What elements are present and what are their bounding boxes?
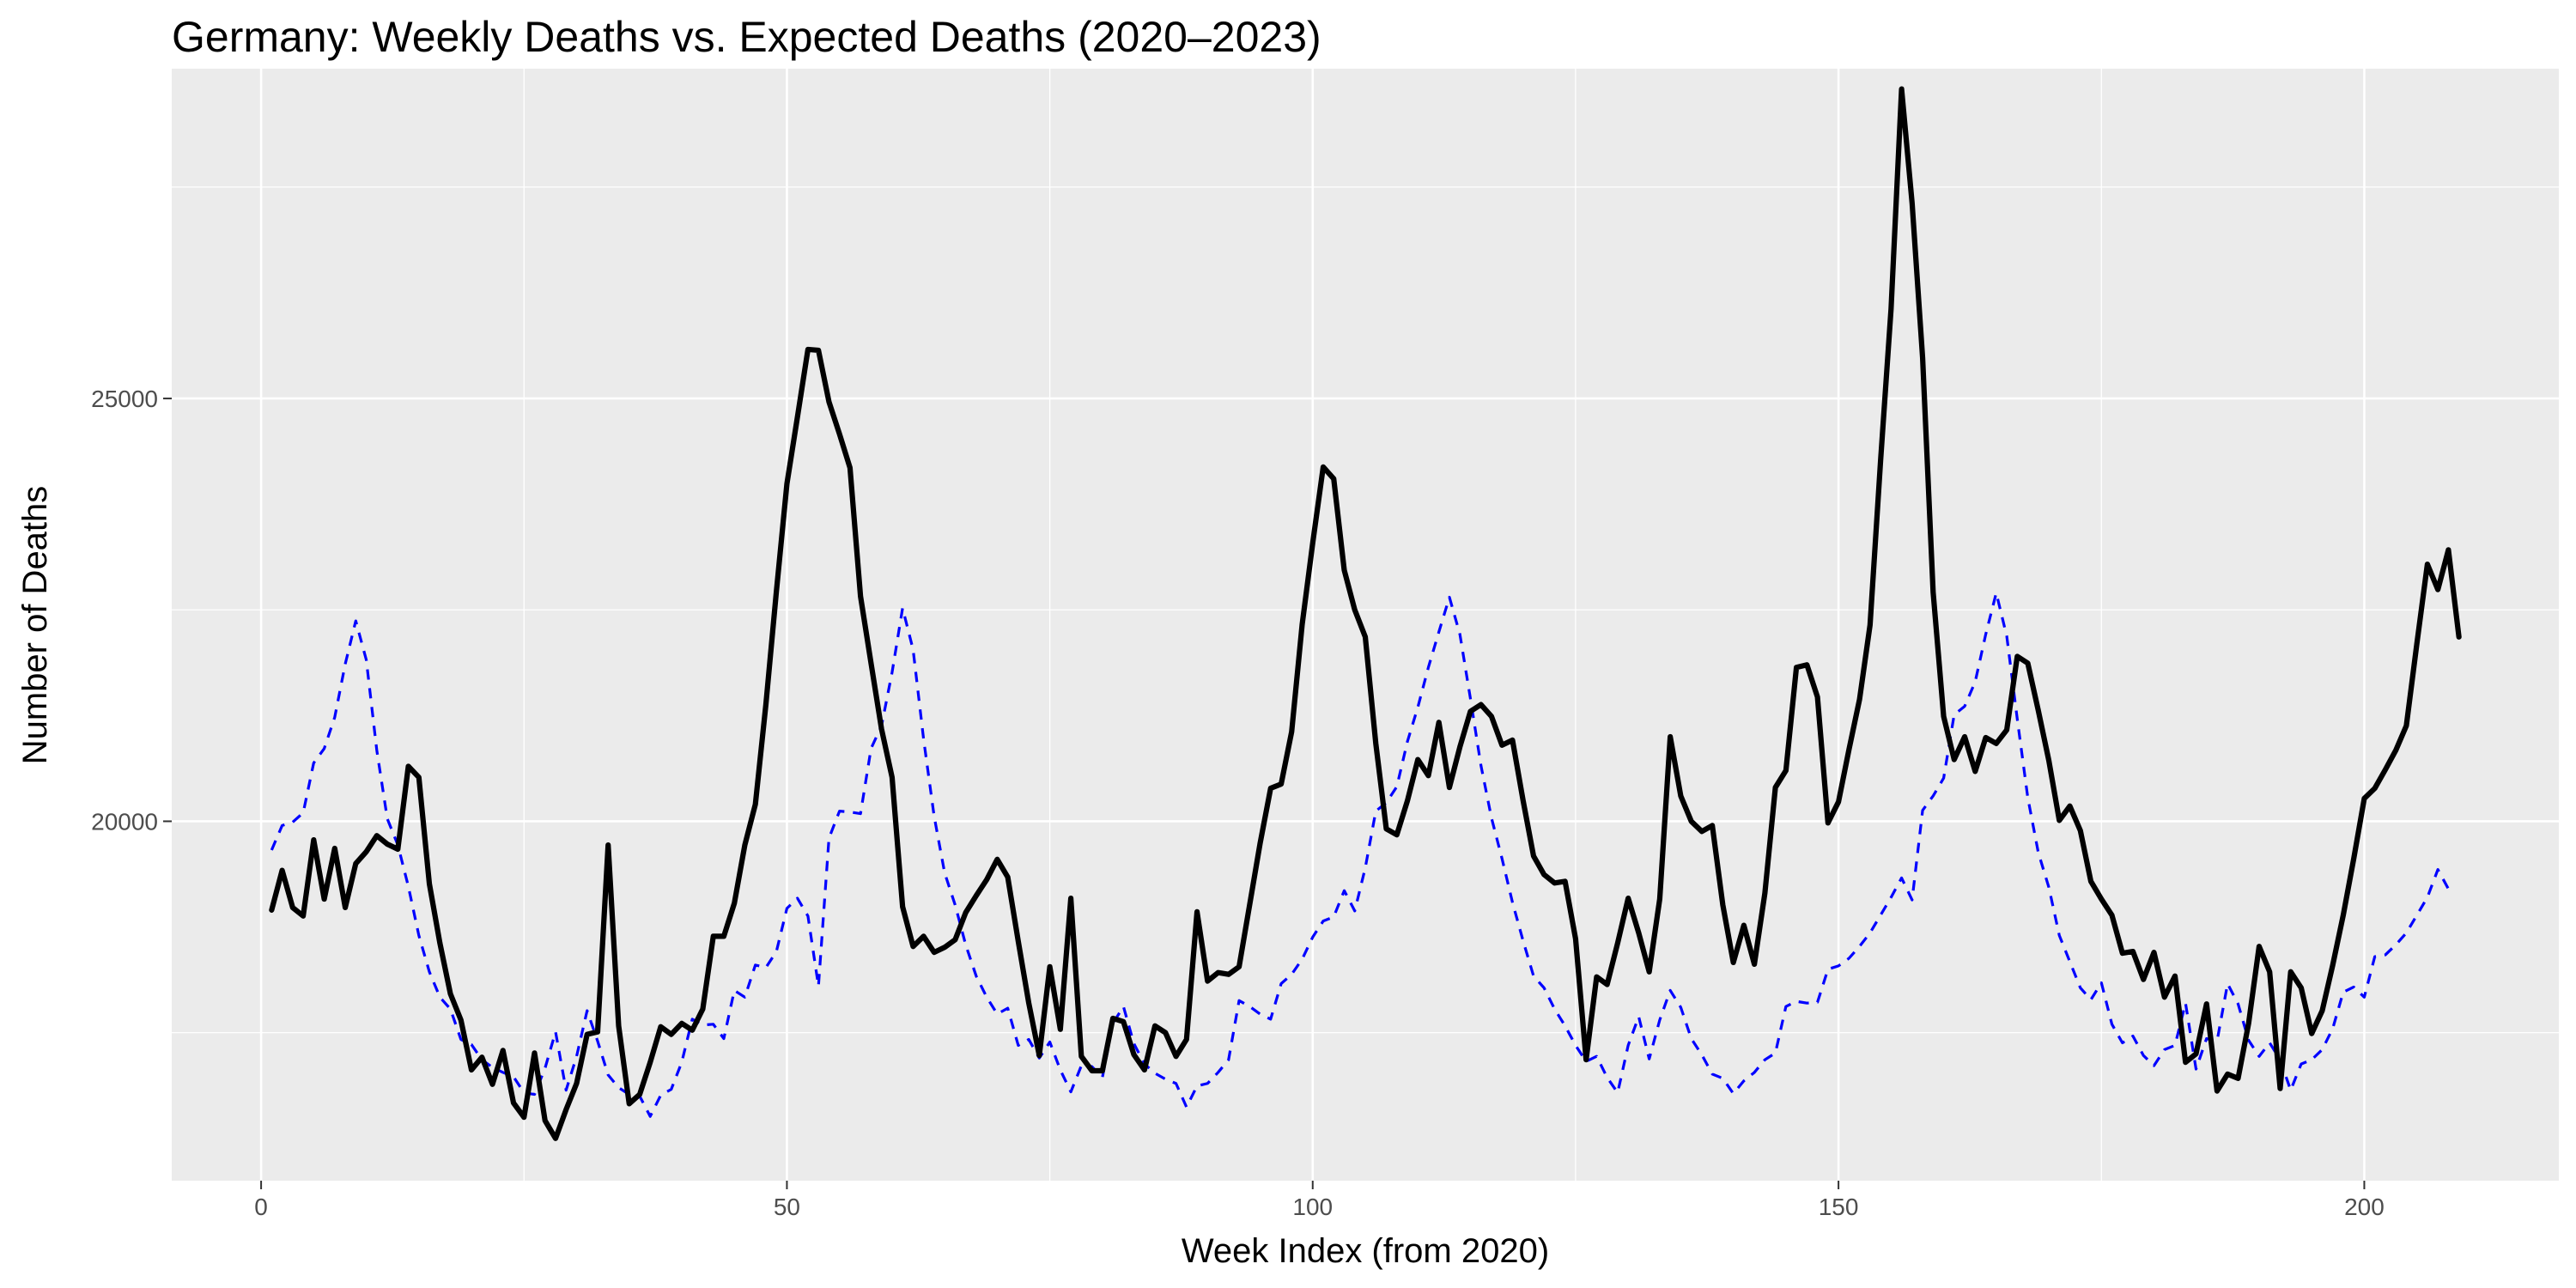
y-tick-label: 25000 xyxy=(91,386,158,412)
plot-panel xyxy=(172,69,2559,1181)
x-tick-label: 0 xyxy=(254,1194,268,1220)
chart-title: Germany: Weekly Deaths vs. Expected Deat… xyxy=(172,13,1321,61)
major-gridlines xyxy=(172,69,2559,1181)
tick-labels: 0 50 100 150 200 20000 25000 xyxy=(91,386,2385,1220)
y-tick-label: 20000 xyxy=(91,808,158,835)
x-tick-label: 100 xyxy=(1292,1194,1333,1220)
weekly-deaths-line xyxy=(269,86,2462,1141)
x-tick-label: 50 xyxy=(774,1194,800,1220)
series-layer xyxy=(269,86,2462,1141)
axis-ticks xyxy=(163,398,2366,1189)
x-tick-label: 200 xyxy=(2344,1194,2385,1220)
minor-gridlines xyxy=(172,69,2559,1181)
x-axis-title: Week Index (from 2020) xyxy=(1182,1232,1549,1270)
x-tick-label: 150 xyxy=(1819,1194,1859,1220)
y-axis-title: Number of Deaths xyxy=(16,486,54,765)
